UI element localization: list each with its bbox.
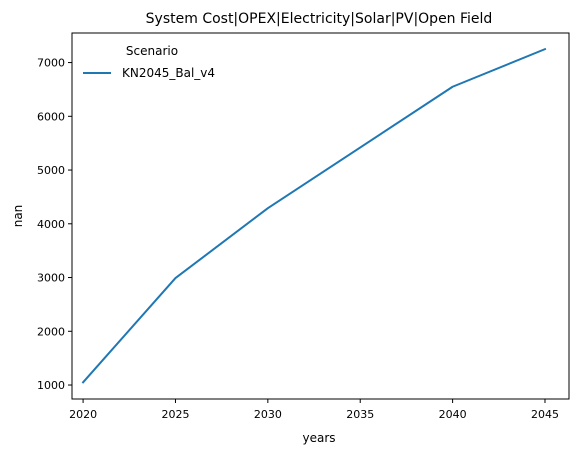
y-tick-label: 6000 <box>37 110 65 123</box>
y-tick-label: 7000 <box>37 57 65 70</box>
chart-title: System Cost|OPEX|Electricity|Solar|PV|Op… <box>146 11 493 27</box>
series-line <box>81 47 547 384</box>
x-tick-label: 2020 <box>69 408 97 421</box>
y-tick-label: 5000 <box>37 164 65 177</box>
axes-frame <box>71 32 570 400</box>
y-tick-label: 4000 <box>37 218 65 231</box>
x-axis-label: years <box>302 431 335 445</box>
legend-label: KN2045_Bal_v4 <box>122 66 215 80</box>
y-tick-label: 3000 <box>37 272 65 285</box>
y-tick-label: 1000 <box>37 379 65 392</box>
plot-area <box>71 32 570 400</box>
legend: Scenario KN2045_Bal_v4 <box>83 44 215 80</box>
x-tick-label: 2040 <box>439 408 467 421</box>
x-tick-label: 2035 <box>346 408 374 421</box>
x-tick-label: 2025 <box>161 408 189 421</box>
y-axis-label: nan <box>11 205 25 228</box>
y-tick-label: 2000 <box>37 325 65 338</box>
series-layer <box>81 47 547 384</box>
y-axis: 1000 2000 3000 4000 5000 6000 7000 <box>37 57 72 392</box>
x-tick-label: 2045 <box>531 408 559 421</box>
x-tick-label: 2030 <box>254 408 282 421</box>
x-axis: 2020 2025 2030 2035 2040 2045 <box>69 399 559 421</box>
legend-title: Scenario <box>126 44 178 58</box>
